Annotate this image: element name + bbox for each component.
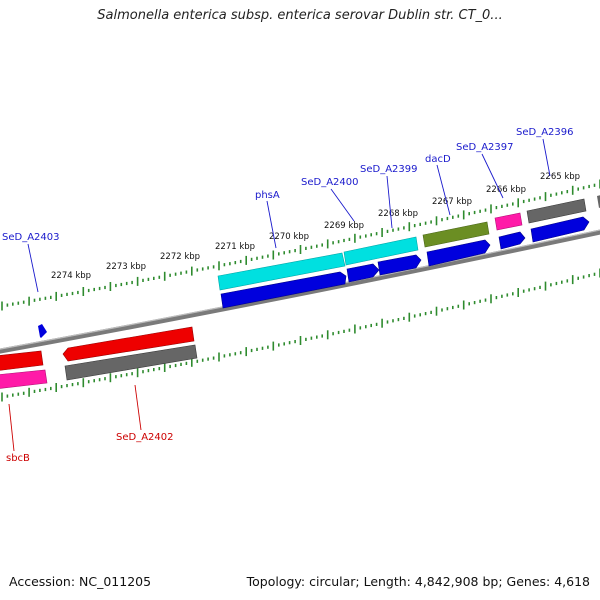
feature-blue-small[interactable] (38, 324, 47, 338)
feature-blue-4[interactable] (426, 239, 491, 267)
label-SeD_A2396[interactable]: SeD_A2396 (516, 127, 574, 138)
tick-label-2270: 2270 kbp (269, 232, 309, 242)
tick-label-2268: 2268 kbp (378, 209, 418, 219)
feature-cyan-2[interactable] (343, 236, 419, 266)
label-SeD_A2403[interactable]: SeD_A2403 (2, 232, 60, 243)
leader-SeD_A2402 (134, 384, 142, 431)
label-SeD_A2397[interactable]: SeD_A2397 (456, 142, 514, 153)
feature-magenta-upper[interactable] (494, 212, 523, 231)
label-SeD_A2399[interactable]: SeD_A2399 (360, 164, 418, 175)
label-sbcB[interactable]: sbcB (6, 453, 30, 464)
feature-magenta-lower[interactable] (0, 369, 48, 389)
feature-blue-1[interactable] (220, 271, 347, 309)
feature-gray-edge[interactable] (597, 194, 600, 208)
label-SeD_A2402[interactable]: SeD_A2402 (116, 432, 174, 443)
genome-backbone (0, 229, 600, 354)
tick-label-2266: 2266 kbp (486, 185, 526, 195)
leader-sbcB (8, 403, 15, 452)
feature-blue-3[interactable] (377, 254, 422, 276)
tick-label-2267: 2267 kbp (432, 197, 472, 207)
tick-label-2265: 2265 kbp (540, 172, 580, 182)
leader-SeD_A2397 (481, 153, 504, 199)
tick-label-2269: 2269 kbp (324, 221, 364, 231)
topology-summary: Topology: circular; Length: 4,842,908 bp… (246, 574, 590, 589)
leader-SeD_A2396 (542, 138, 551, 177)
feature-phsA-cyan[interactable] (217, 252, 346, 291)
leader-SeD_A2400 (330, 188, 355, 222)
tick-labels: 2274 kbp 2273 kbp 2272 kbp 2271 kbp 2270… (51, 172, 580, 281)
label-phsA[interactable]: phsA (255, 190, 280, 201)
feature-red-main[interactable] (62, 326, 195, 362)
feature-blue-2[interactable] (346, 263, 380, 283)
leader-SeD_A2403 (27, 243, 39, 293)
inner-tick-ring (1, 268, 600, 402)
feature-gray-lower[interactable] (64, 344, 198, 381)
leader-dacD (436, 164, 451, 216)
outer-tick-ring (1, 179, 600, 311)
accession-text: Accession: NC_011205 (9, 574, 152, 589)
leader-phsA (266, 200, 277, 249)
tick-label-2271: 2271 kbp (215, 242, 255, 252)
tick-label-2274: 2274 kbp (51, 271, 91, 281)
tick-label-2273: 2273 kbp (106, 262, 146, 272)
feature-dacD-olive[interactable] (422, 221, 490, 248)
map-title: Salmonella enterica subsp. enterica sero… (97, 8, 503, 23)
feature-blue-6[interactable] (530, 216, 590, 243)
tick-label-2272: 2272 kbp (160, 252, 200, 262)
feature-gray-upper[interactable] (526, 198, 587, 224)
leader-SeD_A2399 (386, 175, 393, 229)
label-dacD[interactable]: dacD (425, 154, 451, 165)
feature-blue-5[interactable] (498, 231, 526, 250)
label-SeD_A2400[interactable]: SeD_A2400 (301, 177, 359, 188)
feature-red-left[interactable] (0, 350, 44, 371)
